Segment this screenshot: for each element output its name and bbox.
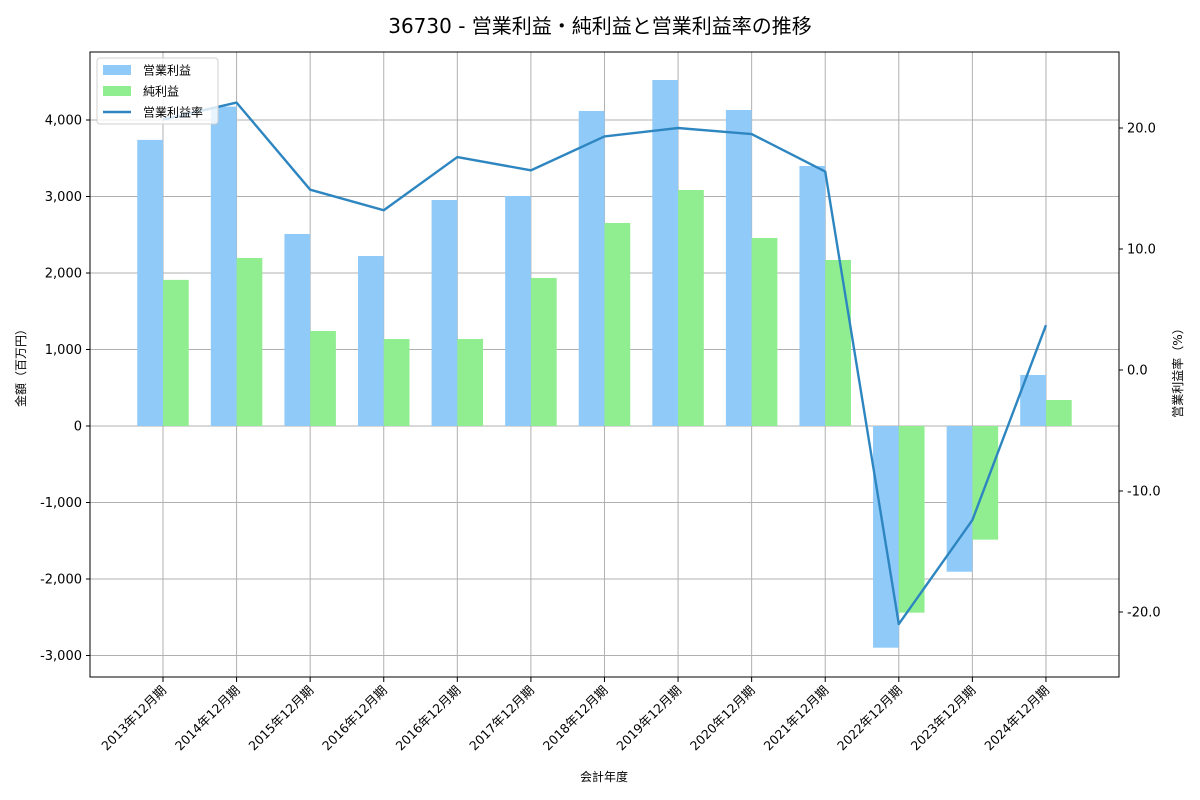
y2-tick-label: 0.0 [1127, 364, 1148, 379]
bar-net-profit [678, 189, 704, 426]
y-tick-label: 3,000 [45, 190, 82, 205]
y-tick-label: -2,000 [40, 573, 82, 588]
x-axis: 2013年12月期 2014年12月期 2015年12月期 2016年12月期 2016… [98, 677, 1052, 753]
bar-net-profit [825, 259, 851, 426]
bar-operating-profit [946, 426, 973, 572]
legend-label: 営業利益率 [143, 105, 203, 120]
x-axis-label: 会計年度 [580, 769, 628, 784]
y-tick-label: 0 [74, 420, 82, 435]
y2-tick-label: 10.0 [1127, 243, 1156, 258]
y2-tick-label: 20.0 [1127, 122, 1156, 137]
x-tick-label: 2021年12月期 [760, 683, 831, 754]
bar-operating-profit [284, 233, 311, 426]
x-tick-label: 2015年12月期 [245, 683, 316, 754]
x-tick-label: 2016年12月期 [393, 683, 464, 754]
x-tick-label: 2013年12月期 [98, 683, 169, 754]
bar-operating-profit [137, 139, 163, 426]
x-tick-label: 2022年12月期 [834, 683, 905, 754]
y2-tick-label: -10.0 [1127, 485, 1161, 500]
y-axis-label: 金額（百万円） [13, 323, 28, 407]
y-tick-label: -3,000 [40, 649, 82, 664]
legend-label: 営業利益 [143, 64, 191, 78]
x-tick-label: 2018年12月期 [540, 683, 611, 754]
bar-net-profit [530, 277, 557, 426]
bar-net-profit [383, 339, 410, 426]
y-tick-label: 2,000 [45, 267, 82, 282]
bar-net-profit [1045, 399, 1072, 426]
bar-net-profit [457, 339, 484, 426]
bar-net-profit [163, 279, 189, 426]
x-tick-label: 2024年12月期 [981, 683, 1052, 754]
bar-operating-profit [578, 110, 605, 427]
bar-operating-profit [799, 165, 826, 426]
bar-operating-profit [505, 195, 531, 426]
y-axis-left: -3,000 -2,000 -1,000 0 1,000 2,000 3,000 4,000 [40, 114, 90, 664]
x-tick-label: 2014年12月期 [172, 683, 243, 754]
x-tick-label: 2023年12月期 [908, 683, 979, 754]
legend-swatch [103, 86, 131, 96]
bars [137, 79, 1072, 648]
bar-operating-profit [431, 200, 458, 426]
bar-operating-profit [725, 109, 752, 426]
bar-net-profit [604, 222, 631, 426]
bar-operating-profit [873, 426, 899, 648]
x-tick-label: 2019年12月期 [613, 683, 684, 754]
bar-operating-profit [652, 79, 679, 426]
y2-axis-label: 営業利益率（%） [1170, 322, 1185, 417]
y-tick-label: 4,000 [45, 114, 82, 129]
bar-net-profit [898, 426, 925, 613]
legend-item-operating-margin: 営業利益率 [103, 105, 203, 120]
legend-item-net-profit: 純利益 [103, 85, 179, 99]
y-tick-label: 1,000 [45, 343, 82, 358]
y-axis-right: -20.0 -10.0 0.0 10.0 20.0 [1119, 122, 1161, 621]
x-tick-label: 2016年12月期 [319, 683, 390, 754]
bar-operating-profit [357, 256, 384, 426]
x-tick-label: 2017年12月期 [466, 683, 537, 754]
bar-net-profit [310, 330, 336, 426]
margin-line [162, 101, 1048, 626]
x-tick-label: 2020年12月期 [687, 683, 758, 754]
legend-item-operating-profit: 営業利益 [103, 64, 191, 78]
bar-net-profit [751, 237, 778, 426]
y-tick-label: -1,000 [40, 496, 82, 511]
bar-net-profit [236, 258, 263, 426]
legend-swatch [103, 65, 131, 75]
y2-tick-label: -20.0 [1127, 606, 1161, 621]
line-operating-margin [162, 101, 1048, 626]
chart-title: 36730 - 営業利益・純利益と営業利益率の推移 [388, 14, 812, 38]
legend-label: 純利益 [143, 85, 179, 99]
bar-operating-profit [210, 106, 237, 427]
